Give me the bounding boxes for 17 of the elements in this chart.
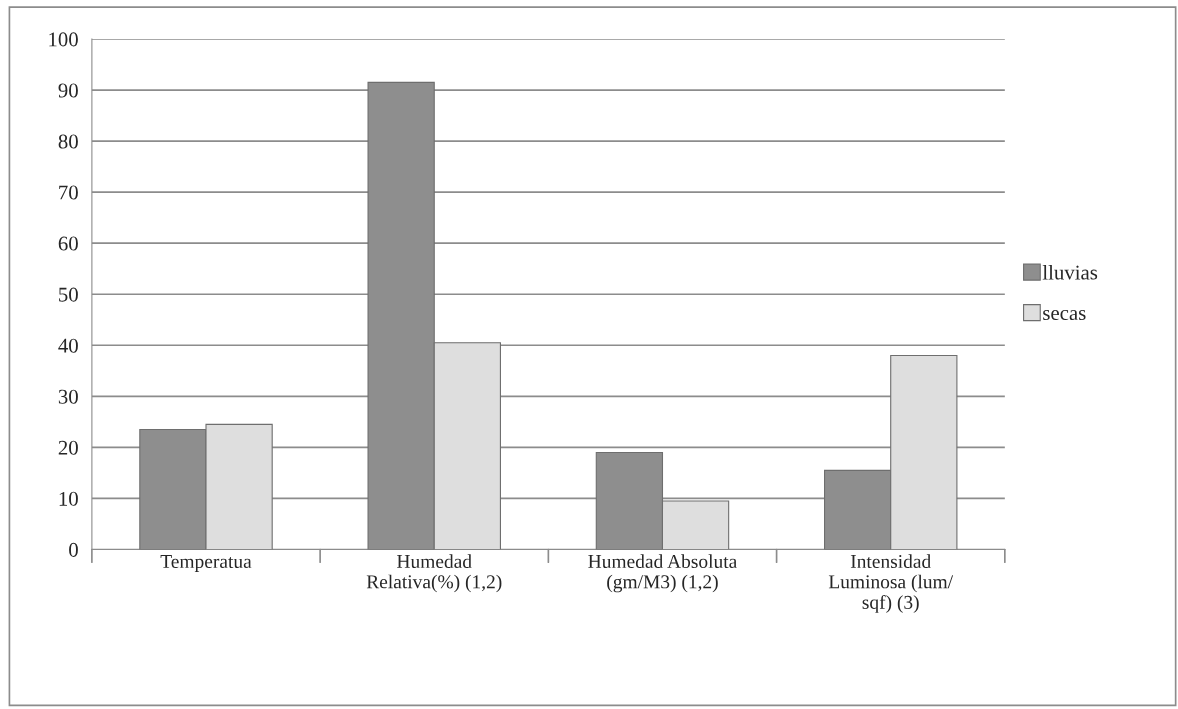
x-tick-label: Humedad Relativa(%) (1,2) [366,554,502,593]
y-tick-label: 30 [58,389,78,404]
y-tick-label: 10 [59,491,78,506]
legend-label: lluvias [1042,264,1098,280]
y-tick-label: 90 [58,83,78,98]
y-tick-label: 0 [69,542,78,557]
x-tick-label: Intensidad Luminosa (lum/ sqf) (3) [828,554,954,613]
y-tick-label: 70 [59,185,78,200]
y-tick-label: 100 [49,32,78,47]
y-tick-label: 20 [58,440,78,455]
y-tick-label: 40 [58,338,78,353]
x-tick-label: Temperatua [160,555,252,572]
legend-label: secas [1043,310,1086,321]
y-tick-label: 80 [58,134,78,149]
y-tick-label: 60 [58,236,78,251]
x-tick-label: Humedad Absoluta (gm/M3) (1,2) [588,554,738,593]
y-tick-label: 50 [59,287,78,302]
